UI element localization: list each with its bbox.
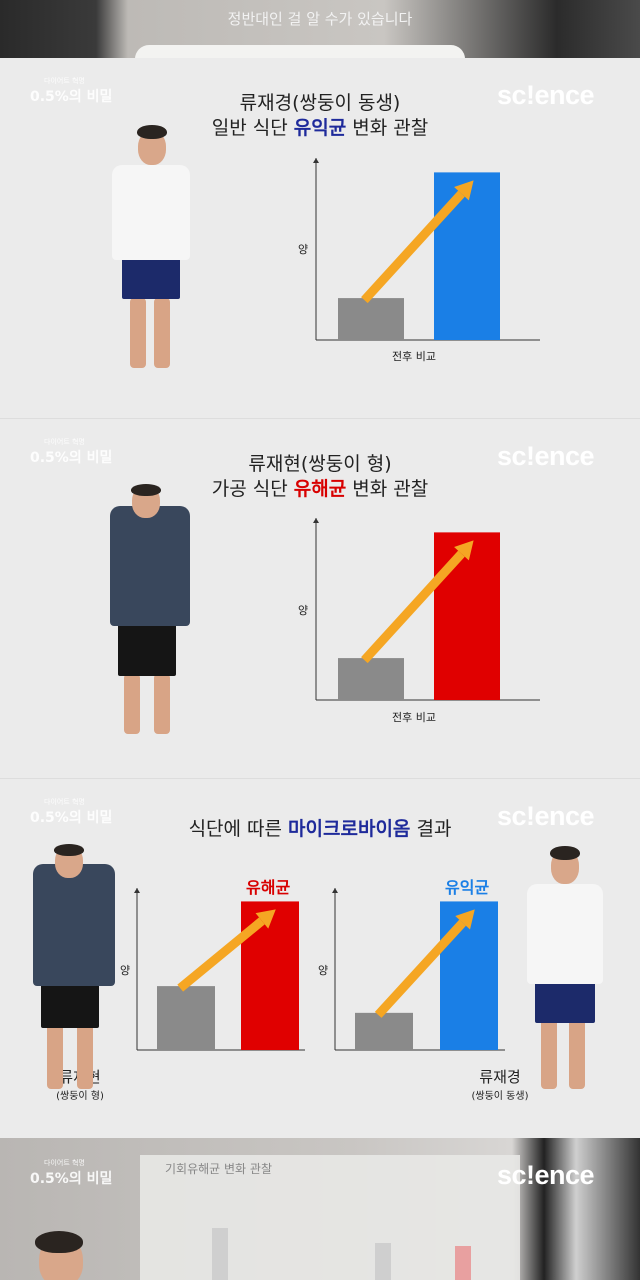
- slide-bar: [212, 1228, 228, 1280]
- panel-results: 다이어트 혁명 0.5%의 비밀 sc!ence 식단에 따른 마이크로바이옴 결…: [0, 778, 640, 1138]
- panel-title: 식단에 따른 마이크로바이옴 결과: [188, 818, 452, 840]
- panel-beneficial: 다이어트 혁명 0.5%의 비밀 sc!ence 류재경(쌍둥이 동생) 일반 식…: [0, 58, 640, 418]
- bar-after: [434, 532, 500, 700]
- slide-title: 기회유해균 변화 관찰: [165, 1162, 272, 1176]
- desk: [135, 45, 465, 58]
- science-logo: sc!ence: [497, 441, 595, 471]
- trend-arrow-shaft: [361, 190, 465, 304]
- trend-arrow-shaft: [361, 550, 465, 664]
- slide-bar: [455, 1246, 471, 1280]
- y-axis-label: 양: [318, 964, 329, 977]
- show-logo: 다이어트 혁명 0.5%의 비밀: [30, 438, 113, 466]
- bottom-video-frame: 기회유해균 변화 관찰 다이어트 혁명 0.5%의 비밀 sc!ence: [0, 1138, 640, 1280]
- trend-arrow-shaft: [177, 917, 265, 992]
- subtitle-caption: 정반대인 걸 알 수가 있습니다: [227, 10, 413, 28]
- y-axis-arrowhead: [313, 518, 319, 523]
- y-axis-label: 양: [298, 604, 309, 617]
- left-person-sub: (쌍둥이 형): [56, 1091, 104, 1102]
- bar-after: [434, 172, 500, 340]
- bar-before: [338, 298, 404, 340]
- science-logo: sc!ence: [497, 80, 595, 110]
- y-axis-label: 양: [298, 243, 309, 256]
- y-axis-arrowhead: [313, 158, 319, 163]
- beneficial-label: 유익균: [445, 878, 490, 897]
- y-axis-arrowhead: [332, 888, 338, 893]
- panel-harmful: 다이어트 혁명 0.5%의 비밀 sc!ence 류재현(쌍둥이 형) 가공 식단…: [0, 418, 640, 778]
- x-axis-label: 전후 비교: [392, 350, 436, 363]
- top-video-frame: 정반대인 걸 알 수가 있습니다: [0, 0, 640, 58]
- show-logo: 다이어트 혁명 0.5%의 비밀: [30, 1159, 113, 1187]
- bar-before: [338, 658, 404, 700]
- panel-title: 류재경(쌍둥이 동생) 일반 식단 유익균 변화 관찰: [211, 92, 429, 139]
- right-person-name: 류재경: [479, 1068, 521, 1086]
- y-axis-arrowhead: [134, 888, 140, 893]
- trend-arrow-head: [454, 180, 474, 201]
- x-axis-label: 전후 비교: [392, 711, 436, 724]
- slide-bar: [375, 1243, 391, 1280]
- science-logo: sc!ence: [497, 1160, 595, 1190]
- show-logo: 다이어트 혁명 0.5%의 비밀: [30, 77, 113, 105]
- trend-arrow-head: [455, 909, 475, 930]
- harmful-label: 유해균: [246, 878, 291, 897]
- right-person-sub: (쌍둥이 동생): [471, 1091, 529, 1102]
- trend-arrow-head: [454, 540, 474, 561]
- science-logo: sc!ence: [497, 801, 595, 831]
- trend-arrow-shaft: [374, 919, 466, 1018]
- trend-arrow-head: [255, 909, 276, 929]
- show-logo: 다이어트 혁명 0.5%의 비밀: [30, 798, 113, 826]
- y-axis-label: 양: [120, 964, 131, 977]
- bar-before: [355, 1012, 413, 1050]
- panel-title: 류재현(쌍둥이 형) 가공 식단 유해균 변화 관찰: [211, 453, 429, 500]
- bar-before: [157, 986, 215, 1050]
